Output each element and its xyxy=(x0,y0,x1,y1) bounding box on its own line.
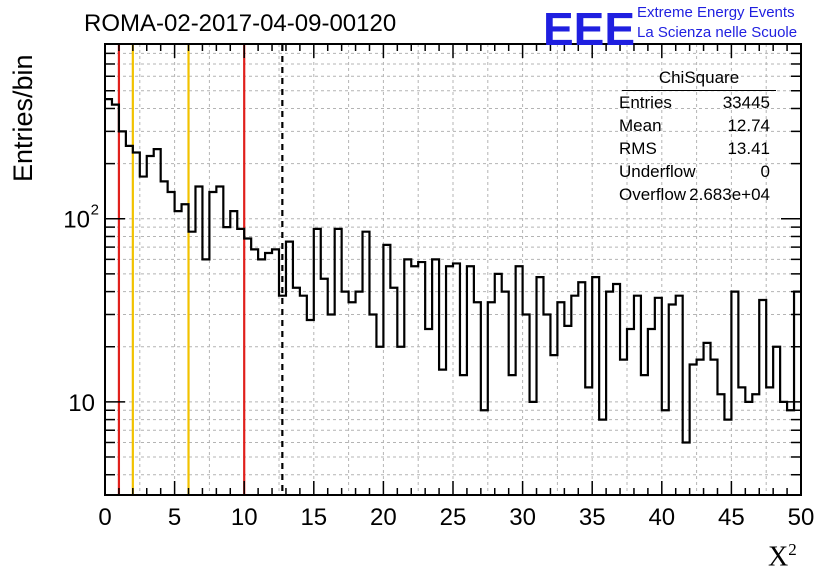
x-tick-label: 20 xyxy=(370,504,397,531)
chart-title: ROMA-02-2017-04-09-00120 xyxy=(84,10,397,37)
logo-line-2: La Scienza nelle Scuole xyxy=(637,24,798,41)
x-tick-label: 10 xyxy=(231,504,258,531)
stats-value: 0 xyxy=(760,162,770,181)
stats-key: RMS xyxy=(619,139,657,158)
x-axis-label: X2 xyxy=(768,540,797,573)
x-axis-tick-labels: 0 5 10 15 20 25 30 35 40 45 50 xyxy=(98,504,814,531)
stats-key: Mean xyxy=(619,116,662,135)
stats-row-entries: Entries 33445 xyxy=(612,91,776,114)
x-tick-label: 30 xyxy=(509,504,536,531)
y-axis-label: Entries/bin xyxy=(8,54,38,182)
x-tick-label: 45 xyxy=(718,504,745,531)
stats-row-mean: Mean 12.74 xyxy=(612,114,776,137)
y-tick-label: 10 xyxy=(63,207,90,234)
x-tick-label: 15 xyxy=(300,504,327,531)
stats-value: 33445 xyxy=(722,93,770,112)
x-tick-label: 0 xyxy=(98,504,111,531)
stats-box: ChiSquare Entries 33445 Mean 12.74 RMS 1… xyxy=(612,66,776,206)
y-tick-label: 10 xyxy=(68,390,95,417)
stats-value: 12.74 xyxy=(727,116,770,135)
stats-key: Overflow xyxy=(619,185,687,204)
eee-logo: EEE xyxy=(543,3,636,55)
x-tick-label: 40 xyxy=(648,504,675,531)
stats-key: Entries xyxy=(619,93,672,112)
stats-value: 2.683e+04 xyxy=(689,185,770,204)
stats-title: ChiSquare xyxy=(622,66,776,91)
x-tick-label: 35 xyxy=(579,504,606,531)
stats-value: 13.41 xyxy=(727,139,770,158)
stats-row-underflow: Underflow 0 xyxy=(612,160,776,183)
grid-lines xyxy=(105,44,801,495)
x-tick-label: 5 xyxy=(168,504,181,531)
axis-ticks xyxy=(104,44,802,495)
x-tick-label: 25 xyxy=(440,504,467,531)
histogram-series xyxy=(105,98,801,444)
stats-row-rms: RMS 13.41 xyxy=(612,137,776,160)
stats-row-overflow: Overflow 2.683e+04 xyxy=(612,183,776,206)
logo-line-1: Extreme Energy Events xyxy=(637,4,795,21)
marker-lines xyxy=(117,45,284,494)
stats-key: Underflow xyxy=(619,162,696,181)
y-tick-label-exponent: 2 xyxy=(91,202,99,219)
x-tick-label: 50 xyxy=(788,504,815,531)
